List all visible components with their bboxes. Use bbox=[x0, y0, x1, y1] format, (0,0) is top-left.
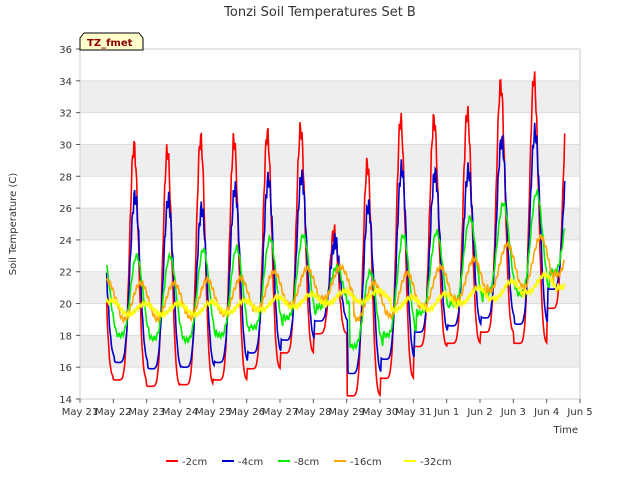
site-badge-label: TZ_fmet bbox=[87, 38, 133, 49]
plot-frame bbox=[79, 48, 581, 400]
series-line-minus-4cm bbox=[105, 122, 566, 375]
x-tick-label: Jun 5 bbox=[566, 407, 592, 418]
x-tick-label: May 31 bbox=[395, 407, 432, 418]
y-tick-label: 28 bbox=[59, 172, 72, 183]
chart-title: Tonzi Soil Temperatures Set B bbox=[223, 5, 416, 20]
y-tick-label: 24 bbox=[59, 236, 72, 247]
y-tick-label: 34 bbox=[59, 77, 72, 88]
y-tick-label: 16 bbox=[59, 363, 72, 374]
x-tick-label: May 24 bbox=[162, 407, 199, 418]
grid-bands bbox=[80, 48, 580, 400]
x-tick-label: May 25 bbox=[195, 407, 232, 418]
x-tick-label: May 27 bbox=[262, 407, 299, 418]
y-tick-label: 18 bbox=[59, 331, 72, 342]
y-axis-label: Soil Temperature (C) bbox=[8, 173, 19, 276]
x-tick-label: Jun 1 bbox=[433, 407, 459, 418]
y-tick-label: 32 bbox=[59, 109, 72, 120]
y-tick-label: 22 bbox=[59, 268, 72, 279]
site-badge: TZ_fmet bbox=[79, 32, 144, 51]
grid-band bbox=[80, 335, 580, 368]
series-line-minus-16cm bbox=[105, 233, 566, 324]
x-tick-label: May 22 bbox=[95, 407, 132, 418]
legend: -2cm -4cm -8cm -16cm -32cm bbox=[166, 457, 452, 468]
y-tick-label: 14 bbox=[59, 395, 72, 406]
x-tick-label: Jun 2 bbox=[466, 407, 492, 418]
y-tick-label: 30 bbox=[59, 140, 72, 151]
x-tick-label: May 26 bbox=[228, 407, 265, 418]
legend-label: -4cm bbox=[238, 457, 263, 468]
x-tick-label: May 23 bbox=[128, 407, 165, 418]
x-tick-label: May 30 bbox=[362, 407, 399, 418]
x-tick-label: Jun 3 bbox=[500, 407, 526, 418]
x-tick-label: Jun 4 bbox=[533, 407, 559, 418]
x-tick-label: May 29 bbox=[328, 407, 365, 418]
y-tick-label: 26 bbox=[59, 204, 72, 215]
y-tick-label: 20 bbox=[59, 300, 72, 311]
y-tick-label: 36 bbox=[59, 45, 72, 56]
legend-label: -16cm bbox=[350, 457, 382, 468]
x-tick-label: May 28 bbox=[295, 407, 332, 418]
grid-band bbox=[80, 80, 580, 113]
legend-label: -2cm bbox=[182, 457, 207, 468]
x-tick-label: May 21 bbox=[62, 407, 99, 418]
legend-label: -32cm bbox=[420, 457, 452, 468]
series-lines bbox=[105, 71, 566, 398]
x-axis-label: Time bbox=[553, 425, 578, 436]
y-axis-ticks: 14 16 18 20 22 24 26 28 30 32 34 36 bbox=[59, 45, 80, 406]
series-line-minus-32cm bbox=[105, 270, 566, 320]
legend-label: -8cm bbox=[294, 457, 319, 468]
